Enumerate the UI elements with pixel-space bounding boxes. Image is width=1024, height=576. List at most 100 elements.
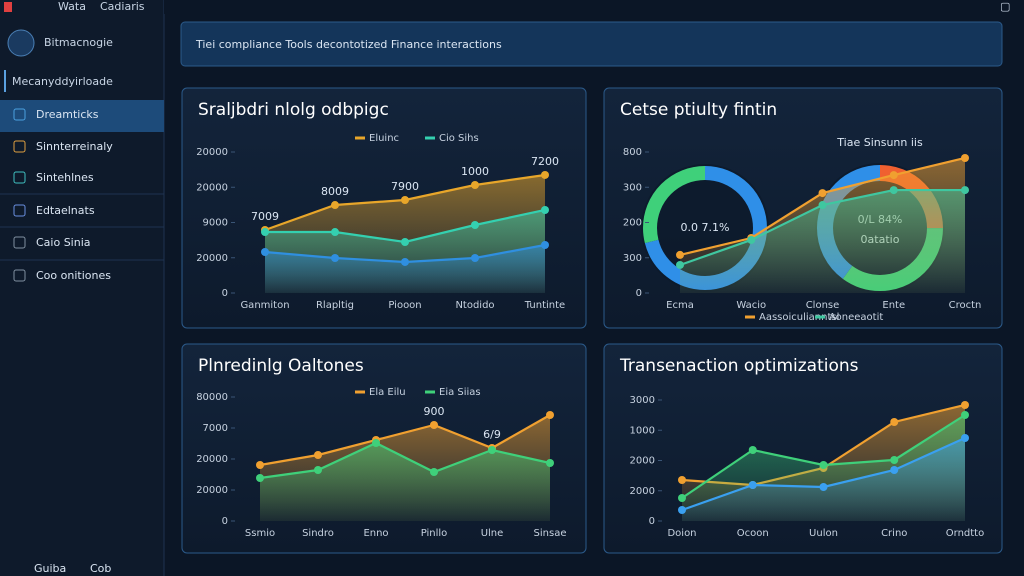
point: [471, 221, 479, 230]
point: [401, 196, 409, 205]
footer-item: Guiba: [34, 562, 66, 575]
annotation: Tiae Sinsunn iis: [836, 136, 923, 149]
y-tick-label: 1000: [630, 425, 655, 436]
y-tick-label: 20000: [196, 253, 228, 264]
active-item: [0, 100, 164, 132]
area: [260, 443, 550, 521]
nav-item[interactable]: Sinnterreinaly: [36, 140, 113, 153]
nav-icon: [13, 269, 26, 282]
point: [256, 474, 264, 483]
y-tick-label: 20000: [196, 485, 228, 496]
point: [541, 240, 549, 249]
x-tick-label: Ulne: [481, 528, 504, 539]
point: [430, 420, 438, 429]
x-tick-label: Tuntinte: [524, 300, 565, 311]
point: [818, 201, 827, 210]
y-tick-label: 800: [623, 147, 642, 158]
y-tick-label: 2000: [630, 456, 655, 467]
y-tick-label: 0: [222, 288, 228, 299]
y-tick-label: 9000: [203, 218, 228, 229]
y-tick-label: 20000: [196, 147, 228, 158]
x-tick-label: Ocoon: [737, 528, 769, 539]
x-tick-label: Ssmio: [245, 528, 275, 539]
svg-text:▢: ▢: [1000, 0, 1010, 13]
point: [488, 446, 496, 455]
header-title: Tiei compliance Tools decontotized Finan…: [195, 38, 502, 51]
point: [261, 228, 269, 237]
area: [265, 244, 545, 293]
point: [678, 505, 686, 514]
nav-icon: [13, 171, 26, 184]
point: [961, 433, 969, 442]
nav-icon: [13, 108, 26, 121]
x-tick-label: Sinsae: [534, 528, 567, 539]
point: [890, 455, 899, 464]
area: [682, 437, 965, 521]
nav-icon: [13, 236, 26, 249]
point: [372, 439, 380, 448]
point: [471, 180, 479, 189]
data-label: 7009: [251, 210, 279, 223]
x-tick-label: Ecma: [666, 300, 694, 311]
point: [890, 417, 899, 426]
x-tick-label: Sindro: [302, 528, 334, 539]
nav-item[interactable]: Caio Sinia: [36, 236, 91, 249]
nav-icon: [13, 204, 26, 217]
point: [961, 153, 969, 162]
point: [261, 248, 269, 257]
data-label: 7900: [391, 180, 419, 193]
point: [546, 458, 554, 467]
chart-title: Plnredinlg Oaltones: [198, 356, 364, 376]
nav-item[interactable]: Coo onitiones: [36, 269, 111, 282]
point: [676, 260, 684, 269]
y-tick-label: 20000: [196, 454, 228, 465]
data-label: 6/9: [483, 428, 501, 441]
nav-item[interactable]: Sintehlnes: [36, 171, 94, 184]
brand-icon: [7, 29, 35, 57]
point: [541, 170, 549, 179]
footer-item: Cob: [90, 562, 111, 575]
point: [890, 465, 899, 474]
top-item[interactable]: Wata: [58, 0, 86, 13]
x-tick-label: Uulon: [809, 528, 838, 539]
point: [541, 205, 549, 214]
point: [314, 466, 322, 475]
x-tick-label: Ente: [882, 300, 905, 311]
data-label: 900: [424, 405, 445, 418]
x-tick-label: Enno: [363, 528, 388, 539]
y-tick-label: 200: [623, 218, 642, 229]
x-tick-label: Orndtto: [946, 528, 984, 539]
point: [331, 253, 339, 262]
legend-label: Aoneeaotit: [829, 312, 883, 323]
point: [819, 482, 828, 491]
chart-title: Sraljbdri nlolg odbpigc: [198, 100, 389, 120]
line: [259, 441, 551, 480]
y-tick-label: 300: [623, 253, 642, 264]
section: Mecanyddyirloade: [12, 75, 113, 88]
top-item[interactable]: Cadiaris: [100, 0, 145, 13]
point: [748, 446, 757, 455]
y-tick-label: 0: [222, 516, 228, 527]
legend-label: Cio Sihs: [439, 133, 479, 144]
donut-segment: [643, 166, 767, 290]
point: [678, 476, 686, 485]
point: [889, 186, 898, 195]
point: [314, 451, 322, 460]
x-tick-label: Rlapltig: [316, 300, 354, 311]
y-tick-label: 7000: [203, 423, 228, 434]
point: [471, 253, 479, 262]
nav-item[interactable]: Edtaelnats: [36, 204, 95, 217]
donut-label: 0.0 7.1%: [681, 221, 730, 234]
y-tick-label: 0: [636, 288, 642, 299]
chart-title: Transenaction optimizations: [619, 356, 859, 376]
header: [180, 21, 1003, 67]
area: [680, 190, 965, 293]
point: [331, 201, 339, 210]
legend-label: Ela Eilu: [369, 387, 406, 398]
nav-item[interactable]: Dreamticks: [36, 108, 99, 121]
legend-label: Aassoiculianntsl: [759, 312, 839, 323]
point: [961, 400, 969, 409]
x-tick-label: Clonse: [806, 300, 840, 311]
point: [889, 171, 898, 180]
point: [819, 461, 828, 470]
